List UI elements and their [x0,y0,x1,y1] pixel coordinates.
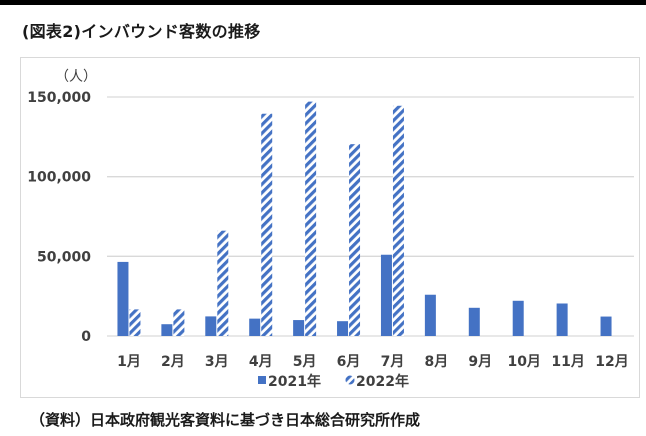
legend-swatch-solid-icon [258,376,266,384]
y-tick-label: 0 [81,329,91,345]
legend: 2021年 2022年 [258,373,409,390]
y-tick-label: 50,000 [37,249,91,265]
chart-container: 0 50,000 100,000 150,000 （人） 1月 2月 3月 4月 5月 6月 7月… [20,57,640,398]
bar-2021年-9月 [468,307,480,336]
bar-2021年-6月 [337,321,349,336]
bar-2021年-8月 [424,294,436,336]
bars [117,101,612,336]
x-tick-label: 9月 [468,354,492,370]
x-tick-label: 12月 [595,354,628,370]
gridlines [107,96,634,337]
x-tick-label: 10月 [507,354,540,370]
bar-2022年-7月 [392,105,404,336]
source-note: （資料）日本政府観光客資料に基づき日本総合研究所作成 [30,411,421,429]
x-tick-label: 8月 [425,354,449,370]
bar-2021年-2月 [161,324,173,336]
figure-title: (図表2)インバウンド客数の推移 [22,22,261,41]
x-tick-label: 2月 [161,354,185,370]
legend-label: 2021年 [268,373,321,390]
y-axis-unit-label: （人） [55,69,97,85]
bar-2022年-6月 [349,144,361,336]
legend-swatch-striped-icon [345,375,355,385]
bar-2021年-7月 [380,254,392,336]
bar-2022年-3月 [217,230,229,336]
bar-2022年-1月 [129,309,141,336]
bar-2021年-11月 [556,303,568,336]
y-axis-labels: 0 50,000 100,000 150,000 [27,90,91,345]
x-tick-label: 1月 [117,354,141,370]
bar-chart: 0 50,000 100,000 150,000 （人） 1月 2月 3月 4月 5月 6月 7月… [27,69,634,390]
bar-2022年-2月 [173,309,185,336]
x-tick-label: 6月 [337,354,361,370]
bar-2021年-3月 [205,316,217,336]
bar-2021年-4月 [249,318,261,336]
bar-2022年-4月 [261,113,273,336]
y-tick-label: 100,000 [27,170,91,186]
bar-2021年-5月 [293,320,305,336]
y-tick-label: 150,000 [27,90,91,106]
x-tick-label: 7月 [381,354,405,370]
x-tick-label: 3月 [205,354,229,370]
bar-2022年-5月 [305,101,317,336]
bar-2021年-10月 [512,300,524,336]
bar-2021年-12月 [600,316,612,336]
bar-2021年-1月 [117,261,129,336]
legend-label: 2022年 [356,373,409,390]
x-tick-label: 11月 [551,354,584,370]
x-tick-label: 4月 [249,354,273,370]
x-axis-labels: 1月 2月 3月 4月 5月 6月 7月 8月 9月 10月 11月 12月 [117,354,629,370]
x-tick-label: 5月 [293,354,317,370]
top-border-bar [0,0,646,5]
